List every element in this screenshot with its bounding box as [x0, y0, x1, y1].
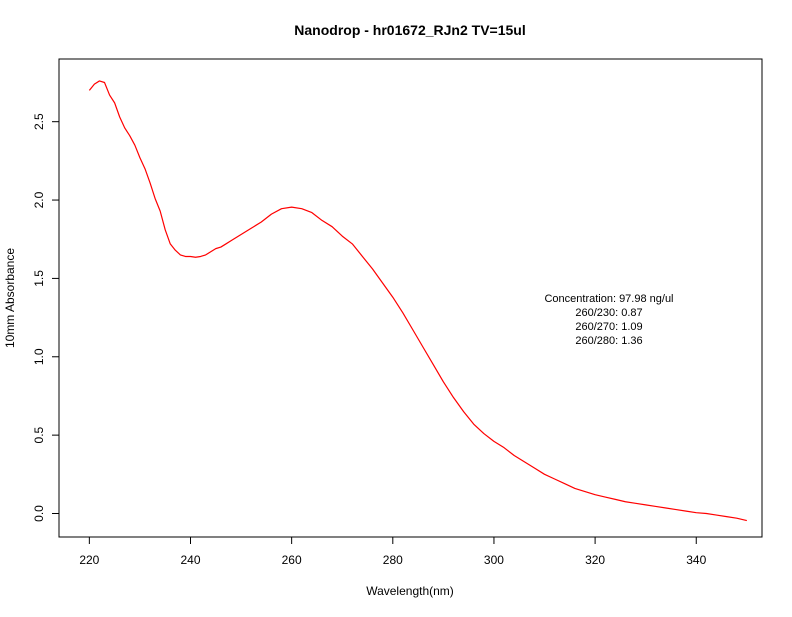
ratio-260-270-annotation: 260/270: 1.09 [575, 321, 642, 333]
x-axis-label: Wavelength(nm) [366, 584, 454, 598]
absorbance-series-line [88, 80, 747, 522]
y-tick-label: 0.5 [32, 426, 46, 443]
y-axis: 0.0 0.5 1.0 1.5 2.0 2.5 [32, 113, 60, 522]
y-tick-label: 2.5 [32, 113, 46, 130]
x-tick-label: 240 [180, 553, 200, 567]
x-tick-label: 300 [484, 553, 504, 567]
chart-title: Nanodrop - hr01672_RJn2 TV=15ul [294, 22, 525, 38]
series-layer [88, 80, 747, 522]
x-tick-label: 260 [282, 553, 302, 567]
y-tick-label: 1.5 [32, 270, 46, 287]
x-axis: 220 240 260 280 300 320 340 [79, 536, 707, 567]
ratio-260-230-annotation: 260/230: 0.87 [575, 307, 642, 319]
y-tick-label: 1.0 [32, 348, 46, 365]
x-tick-label: 280 [383, 553, 403, 567]
ratio-260-280-annotation: 260/280: 1.36 [575, 335, 642, 347]
stats-annotation: Concentration: 97.98 ng/ul 260/230: 0.87… [544, 293, 673, 347]
x-tick-label: 220 [79, 553, 99, 567]
y-axis-label: 10mm Absorbance [3, 248, 17, 348]
y-tick-label: 2.0 [32, 191, 46, 208]
y-tick-label: 0.0 [32, 505, 46, 522]
concentration-annotation: Concentration: 97.98 ng/ul [544, 293, 673, 305]
x-tick-label: 320 [585, 553, 605, 567]
x-tick-label: 340 [686, 553, 706, 567]
